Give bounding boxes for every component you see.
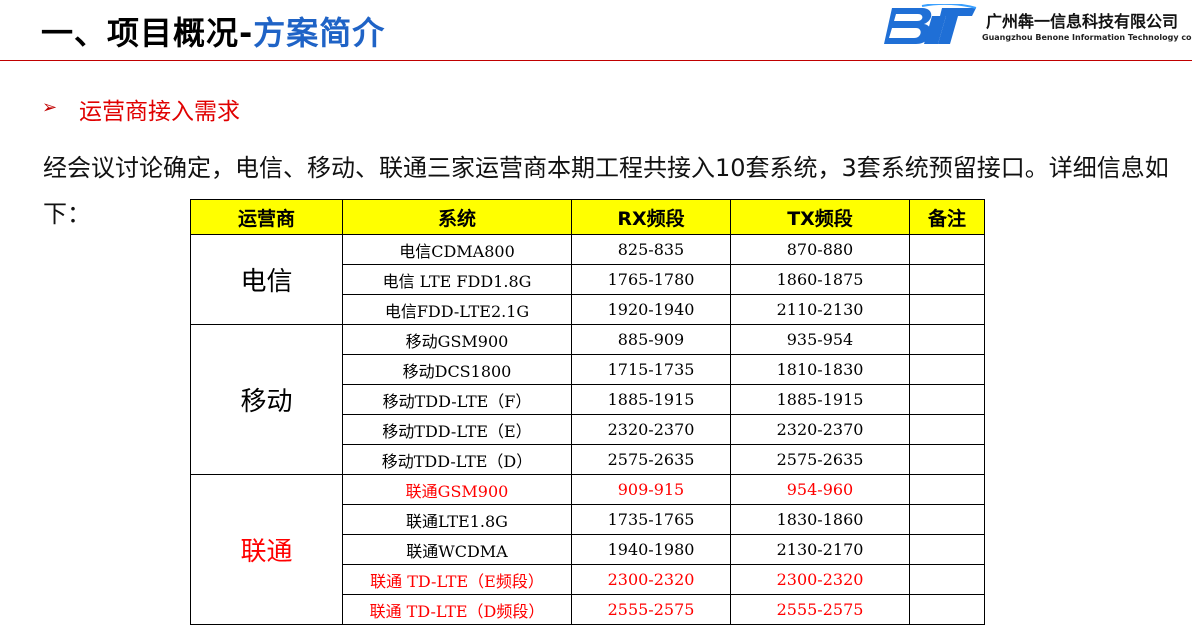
tx-cell: 2575-2635 — [730, 444, 910, 475]
operator-table: 运营商 系统 RX频段 TX频段 备注 电信 电信CDMA800 825-835 87… — [190, 199, 985, 625]
rx-cell: 1920-1940 — [571, 294, 731, 325]
note-cell — [909, 564, 985, 595]
tx-cell: 2300-2320 — [730, 564, 910, 595]
company-name-en: Guangzhou Benone Information Technology … — [982, 33, 1192, 42]
rx-cell: 2300-2320 — [571, 564, 731, 595]
tx-cell: 1830-1860 — [730, 504, 910, 535]
rx-cell: 2320-2370 — [571, 414, 731, 445]
logo-mark-icon — [884, 4, 977, 44]
note-cell — [909, 504, 985, 535]
note-cell — [909, 354, 985, 385]
operator-cell: 移动 — [190, 324, 343, 475]
system-cell: 电信 LTE FDD1.8G — [342, 264, 572, 295]
table-row: 移动 移动GSM900 885-909 935-954 — [190, 324, 985, 475]
table-row: 联通 联通GSM900 909-915 954-960 — [190, 474, 985, 625]
note-cell — [909, 264, 985, 295]
bullet-arrow-icon: ➢ — [42, 97, 58, 118]
note-cell — [909, 384, 985, 415]
table-row: 移动TDD-LTE（F） 1885-1915 1885-1915 — [191, 384, 985, 415]
header-system: 系统 — [342, 199, 572, 235]
system-cell: 移动TDD-LTE（F） — [342, 384, 572, 415]
header-tx: TX频段 — [730, 199, 910, 235]
table-header-row: 运营商 系统 RX频段 TX频段 备注 — [190, 199, 985, 235]
system-cell: 联通WCDMA — [342, 534, 572, 565]
note-cell — [909, 444, 985, 475]
system-cell: 联通 TD-LTE（D频段） — [342, 594, 572, 625]
rx-cell: 1885-1915 — [571, 384, 731, 415]
intro-paragraph: 经会议讨论确定，电信、移动、联通三家运营商本期工程共接入10套系统，3套系统预留… — [43, 154, 1169, 228]
system-cell: 移动TDD-LTE（D） — [342, 444, 572, 475]
header-rx: RX频段 — [571, 199, 731, 235]
rx-cell: 825-835 — [571, 234, 731, 265]
rx-cell: 1765-1780 — [571, 264, 731, 295]
table-row: 联通 TD-LTE（D频段） 2555-2575 2555-2575 — [191, 594, 985, 625]
operator-cell: 联通 — [190, 474, 343, 625]
note-cell — [909, 594, 985, 625]
title-prefix: 一、项目概况- — [41, 14, 254, 52]
operator-cell: 电信 — [190, 234, 343, 325]
rx-cell: 909-915 — [571, 474, 731, 505]
system-cell: 联通GSM900 — [342, 474, 572, 505]
rx-cell: 2555-2575 — [571, 594, 731, 625]
tx-cell: 870-880 — [730, 234, 910, 265]
table-row: 移动TDD-LTE（D） 2575-2635 2575-2635 — [191, 444, 985, 475]
company-logo: 广州犇一信息科技有限公司 Guangzhou Benone Informatio… — [882, 4, 1192, 50]
system-cell: 移动TDD-LTE（E） — [342, 414, 572, 445]
tx-cell: 2320-2370 — [730, 414, 910, 445]
table-row: 电信 电信CDMA800 825-835 870-880 — [190, 234, 985, 325]
table-row: 电信FDD-LTE2.1G 1920-1940 2110-2130 — [191, 294, 985, 325]
tx-cell: 935-954 — [730, 324, 910, 355]
rx-cell: 1715-1735 — [571, 354, 731, 385]
system-cell: 电信FDD-LTE2.1G — [342, 294, 572, 325]
note-cell — [909, 474, 985, 505]
note-cell — [909, 234, 985, 265]
table-row: 移动TDD-LTE（E） 2320-2370 2320-2370 — [191, 414, 985, 445]
company-name-cn: 广州犇一信息科技有限公司 — [986, 12, 1179, 31]
system-cell: 联通 TD-LTE（E频段） — [342, 564, 572, 595]
table-row: 电信 LTE FDD1.8G 1765-1780 1860-1875 — [191, 264, 985, 295]
tx-cell: 1885-1915 — [730, 384, 910, 415]
tx-cell: 1860-1875 — [730, 264, 910, 295]
header-divider — [0, 60, 1192, 61]
system-cell: 移动GSM900 — [342, 324, 572, 355]
header-operator: 运营商 — [190, 199, 343, 235]
tx-cell: 954-960 — [730, 474, 910, 505]
tx-cell: 1810-1830 — [730, 354, 910, 385]
table-row: 移动DCS1800 1715-1735 1810-1830 — [191, 354, 985, 385]
tx-cell: 2110-2130 — [730, 294, 910, 325]
system-cell: 电信CDMA800 — [342, 234, 572, 265]
system-cell: 联通LTE1.8G — [342, 504, 572, 535]
section-heading: 运营商接入需求 — [79, 99, 240, 125]
title-highlight: 方案简介 — [253, 14, 386, 52]
header-note: 备注 — [909, 199, 985, 235]
note-cell — [909, 324, 985, 355]
page-title: 一、项目概况-方案简介 — [41, 8, 385, 54]
rx-cell: 1735-1765 — [571, 504, 731, 535]
note-cell — [909, 294, 985, 325]
rx-cell: 885-909 — [571, 324, 731, 355]
rx-cell: 1940-1980 — [571, 534, 731, 565]
rx-cell: 2575-2635 — [571, 444, 731, 475]
note-cell — [909, 414, 985, 445]
tx-cell: 2555-2575 — [730, 594, 910, 625]
system-cell: 移动DCS1800 — [342, 354, 572, 385]
note-cell — [909, 534, 985, 565]
tx-cell: 2130-2170 — [730, 534, 910, 565]
